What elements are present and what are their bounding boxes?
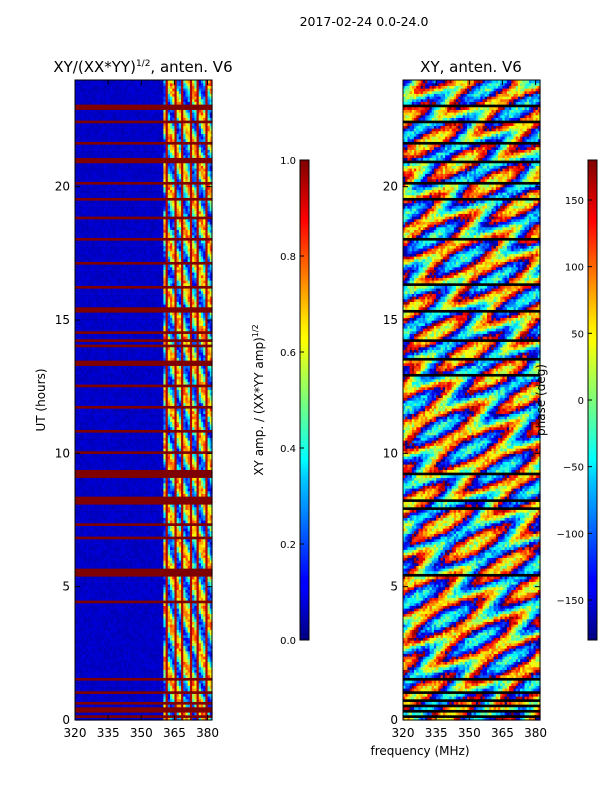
figure: 2017-02-24 0.0-24.0 XY/(XX*YY)1/2, anten…	[0, 0, 600, 800]
panel1-heatmap	[75, 80, 213, 721]
suptitle: 2017-02-24 0.0-24.0	[300, 14, 429, 29]
panel1-title: XY/(XX*YY)1/2, anten. V6	[53, 58, 232, 76]
